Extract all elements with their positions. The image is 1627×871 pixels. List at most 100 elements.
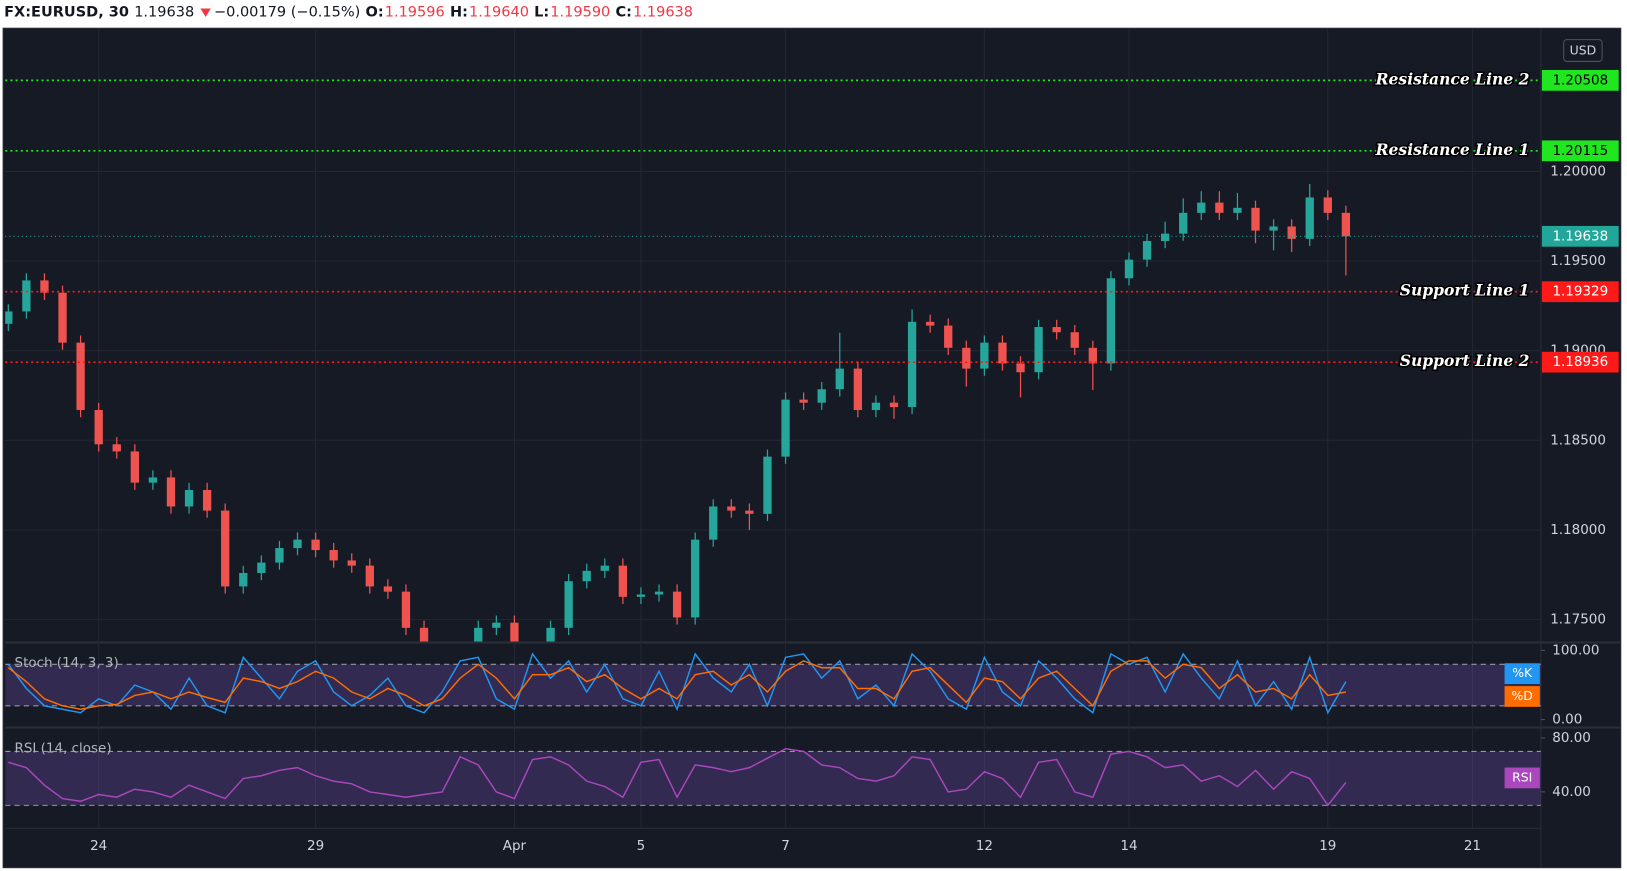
candle-body: [1088, 347, 1097, 364]
candle-body: [691, 539, 700, 618]
candle-body: [636, 594, 646, 597]
candle-body: [474, 627, 483, 642]
header-o-label: O:: [366, 5, 384, 21]
candle-body: [1233, 207, 1242, 213]
header-change: −0.00179 (−0.15%): [214, 5, 360, 21]
candle-body: [1124, 259, 1134, 279]
candle-body: [58, 292, 67, 343]
candle-body: [257, 562, 266, 573]
candle-body: [1034, 327, 1043, 373]
candle-body: [275, 548, 284, 563]
legend-badge: [1504, 663, 1540, 685]
level-tag: [1541, 351, 1619, 373]
candle-body: [239, 572, 248, 587]
x-tick-label: 29: [307, 838, 324, 854]
candle-body: [799, 399, 808, 403]
candle-body: [763, 456, 772, 514]
candle-body: [202, 489, 212, 511]
y-tick-label: 0.00: [1552, 712, 1582, 728]
candle-body: [1179, 212, 1188, 234]
candle-body: [727, 506, 736, 511]
y-tick-label: 100.00: [1552, 642, 1599, 658]
candle-body: [907, 321, 917, 407]
x-tick-label: Apr: [503, 838, 527, 854]
candle-body: [419, 627, 429, 642]
candle-body: [22, 280, 31, 312]
candle-body: [582, 570, 591, 582]
level-tag-label: 1.20115: [1552, 143, 1608, 159]
candle-body: [1305, 197, 1314, 239]
legend-label: RSI: [1512, 769, 1532, 784]
header-open: 1.19596: [385, 5, 445, 21]
candle-body: [745, 510, 754, 514]
candle-body: [329, 550, 338, 561]
level-name: Support Line 1: [1400, 281, 1530, 300]
candle-body: [1142, 240, 1152, 260]
header-low: 1.19590: [550, 5, 610, 21]
candle-body: [492, 622, 501, 628]
candle-body: [1106, 278, 1116, 364]
candle-body: [709, 506, 718, 540]
header-symbol: FX:EURUSD, 30: [4, 5, 129, 21]
x-tick-label: 12: [976, 838, 993, 854]
candle-body: [311, 539, 320, 551]
header-last: 1.19638: [134, 5, 194, 21]
candle-body: [347, 560, 356, 566]
header-l-label: L:: [534, 5, 549, 21]
candle-body: [672, 591, 682, 618]
legend-badge: [1504, 686, 1540, 707]
candle-body: [1052, 327, 1061, 333]
header-high: 1.19640: [469, 5, 529, 21]
indicator-line: [8, 748, 1347, 807]
candle-body: [871, 402, 881, 411]
level-tag: [1541, 281, 1619, 303]
candle-body: [293, 539, 302, 549]
level-tag-label: 1.20508: [1552, 72, 1608, 88]
y-tick-label: 1.18000: [1550, 522, 1606, 538]
candle-body: [1197, 202, 1206, 213]
candle-body: [112, 444, 121, 452]
candle-body: [365, 565, 374, 587]
candle-body: [618, 565, 628, 597]
candle-body: [5, 311, 13, 324]
candle-body: [962, 347, 971, 369]
candle-body: [1215, 202, 1224, 213]
x-tick-label: 5: [637, 838, 646, 854]
candle-body: [944, 325, 953, 348]
candle-body: [781, 399, 790, 457]
level-name: Resistance Line 2: [1375, 69, 1530, 88]
y-tick-label: 80.00: [1552, 730, 1591, 746]
legend-badge: [1504, 767, 1540, 789]
level-tag: [1541, 140, 1619, 162]
candle-body: [401, 591, 411, 628]
candle-body: [1287, 226, 1296, 239]
candle-body: [1323, 197, 1332, 213]
currency: USD: [1570, 43, 1597, 58]
candle-body: [1016, 363, 1025, 373]
candle-body: [925, 321, 935, 326]
candle-body: [817, 389, 826, 403]
indicator-title: RSI (14, close): [15, 740, 112, 756]
candle-body: [94, 410, 103, 445]
candle-body: [600, 565, 609, 571]
last-price-label: 1.19638: [1552, 228, 1608, 244]
y-tick-label: 1.20000: [1550, 163, 1606, 179]
candle-body: [148, 477, 158, 483]
candle-body: [835, 368, 844, 390]
level-name: Support Line 2: [1400, 351, 1530, 370]
candle-body: [546, 627, 555, 642]
y-tick-label: 40.00: [1552, 784, 1591, 800]
candle-body: [184, 489, 194, 507]
candle-body: [980, 342, 989, 369]
last-price-tag: [1541, 225, 1619, 247]
candle-body: [1341, 212, 1351, 237]
candle-body: [654, 591, 664, 595]
indicator-line: [7, 660, 1347, 710]
level-tag-label: 1.19329: [1552, 284, 1608, 300]
indicator-title: Stoch (14, 3, 3): [15, 655, 119, 671]
x-tick-label: 14: [1120, 838, 1137, 854]
x-tick-label: 24: [90, 838, 107, 854]
candle-body: [853, 368, 862, 411]
level-tag: [1541, 69, 1619, 91]
